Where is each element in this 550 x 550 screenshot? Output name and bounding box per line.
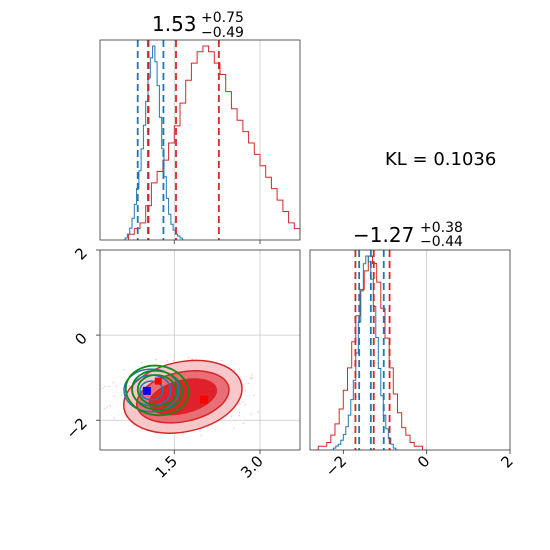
joint-scatter-point (109, 404, 111, 407)
joint-green-contour (131, 369, 184, 412)
joint-scatter-point (108, 385, 110, 388)
joint-scatter-point (230, 415, 233, 417)
joint-panel: 1.5 3.0 2 0 −2 (62, 244, 301, 482)
joint-y-tick-label: 2 (71, 244, 90, 263)
param2-x-tick-label: 2 (497, 452, 516, 471)
joint-scatter-point (239, 403, 241, 406)
joint-scatter-point (182, 432, 184, 435)
param2-x-tick-label: −2 (322, 452, 350, 480)
joint-green-contour (136, 374, 178, 407)
joint-scatter-point (238, 368, 241, 371)
joint-red-marker-small (154, 377, 162, 385)
joint-scatter-point (113, 395, 115, 398)
joint-scatter-point (247, 382, 250, 385)
param2-histograms (314, 250, 427, 450)
param1-title-upper: +0.75 (201, 10, 244, 26)
p1-blue-histogram (122, 45, 185, 240)
p2-blue-histogram (330, 255, 399, 450)
param2-x-tick-label: 0 (414, 452, 433, 471)
joint-scatter-point (173, 355, 176, 358)
joint-green-contour (124, 364, 190, 417)
joint-scatter-point (200, 434, 202, 437)
param1-gridlines (173, 40, 261, 240)
joint-scatter-point (250, 377, 252, 380)
joint-scatter-point (103, 407, 106, 410)
joint-scatter-point (221, 359, 223, 362)
joint-contours (102, 355, 259, 437)
joint-scatter-point (187, 356, 190, 359)
joint-scatter-point (172, 359, 175, 362)
joint-scatter-point (233, 419, 236, 422)
joint-y-tick-label: 0 (71, 329, 90, 348)
joint-blue-contour (139, 380, 164, 401)
param1-title-lower: −0.49 (201, 25, 244, 41)
joint-scatter-point (155, 358, 157, 361)
kl-annotation: KL = 0.1036 (385, 149, 496, 170)
joint-scatter-point (120, 394, 123, 396)
param2-title-lower: −0.44 (420, 234, 463, 250)
param1-frame (99, 39, 301, 241)
param2-frame (309, 249, 511, 451)
joint-scatter-point (141, 428, 143, 431)
param2-title-value: −1.27 (353, 223, 414, 247)
joint-scatter-point (132, 424, 135, 427)
joint-scatter-point (242, 422, 245, 425)
param1-histograms (122, 40, 300, 240)
joint-scatter-point (244, 390, 247, 392)
p1-red-histogram (128, 45, 300, 240)
joint-scatter-point (251, 373, 253, 376)
joint-scatter-point (128, 381, 131, 383)
joint-scatter-point (242, 401, 244, 403)
joint-scatter-point (257, 411, 259, 413)
joint-y-tick-label: −2 (62, 414, 90, 442)
joint-scatter-point (123, 368, 125, 371)
joint-scatter-point (127, 385, 129, 388)
joint-scatter-point (251, 376, 254, 379)
joint-red-marker (200, 395, 208, 404)
joint-x-ticks: 1.5 3.0 (152, 450, 267, 482)
joint-scatter-point (199, 429, 201, 432)
joint-scatter-point (140, 361, 143, 364)
joint-scatter-point (253, 394, 255, 396)
joint-scatter-point (250, 413, 252, 415)
joint-scatter-point (113, 417, 116, 420)
joint-blue-marker (142, 386, 151, 395)
joint-blue-contour (123, 368, 180, 413)
joint-frame (99, 249, 301, 451)
joint-scatter-point (238, 411, 241, 414)
joint-scatter-point (128, 384, 131, 387)
joint-scatter-point (102, 387, 104, 390)
param1-histogram-panel: 1.53 +0.75 −0.49 (99, 10, 301, 244)
joint-scatter-point (112, 381, 114, 384)
param1-x-tick-marks (173, 240, 261, 244)
param2-title-upper: +0.38 (420, 220, 463, 236)
joint-y-ticks: 2 0 −2 (62, 244, 100, 443)
joint-x-tick-label: 1.5 (152, 452, 182, 482)
joint-scatter-point (238, 415, 240, 417)
joint-scatter-point (104, 385, 106, 388)
param1-title-value: 1.53 (152, 12, 197, 36)
joint-scatter-point (106, 405, 108, 408)
param2-histogram-panel: −2 0 2 −1.27 +0.38 −0.44 (309, 220, 517, 480)
joint-scatter-point (191, 358, 194, 361)
joint-scatter-point (166, 360, 169, 362)
joint-scatter-point (114, 385, 117, 387)
joint-scatter-point (232, 427, 235, 430)
joint-x-tick-label: 3.0 (237, 452, 267, 482)
param2-x-ticks: −2 0 2 (322, 450, 517, 480)
joint-scatter-point (244, 403, 246, 406)
